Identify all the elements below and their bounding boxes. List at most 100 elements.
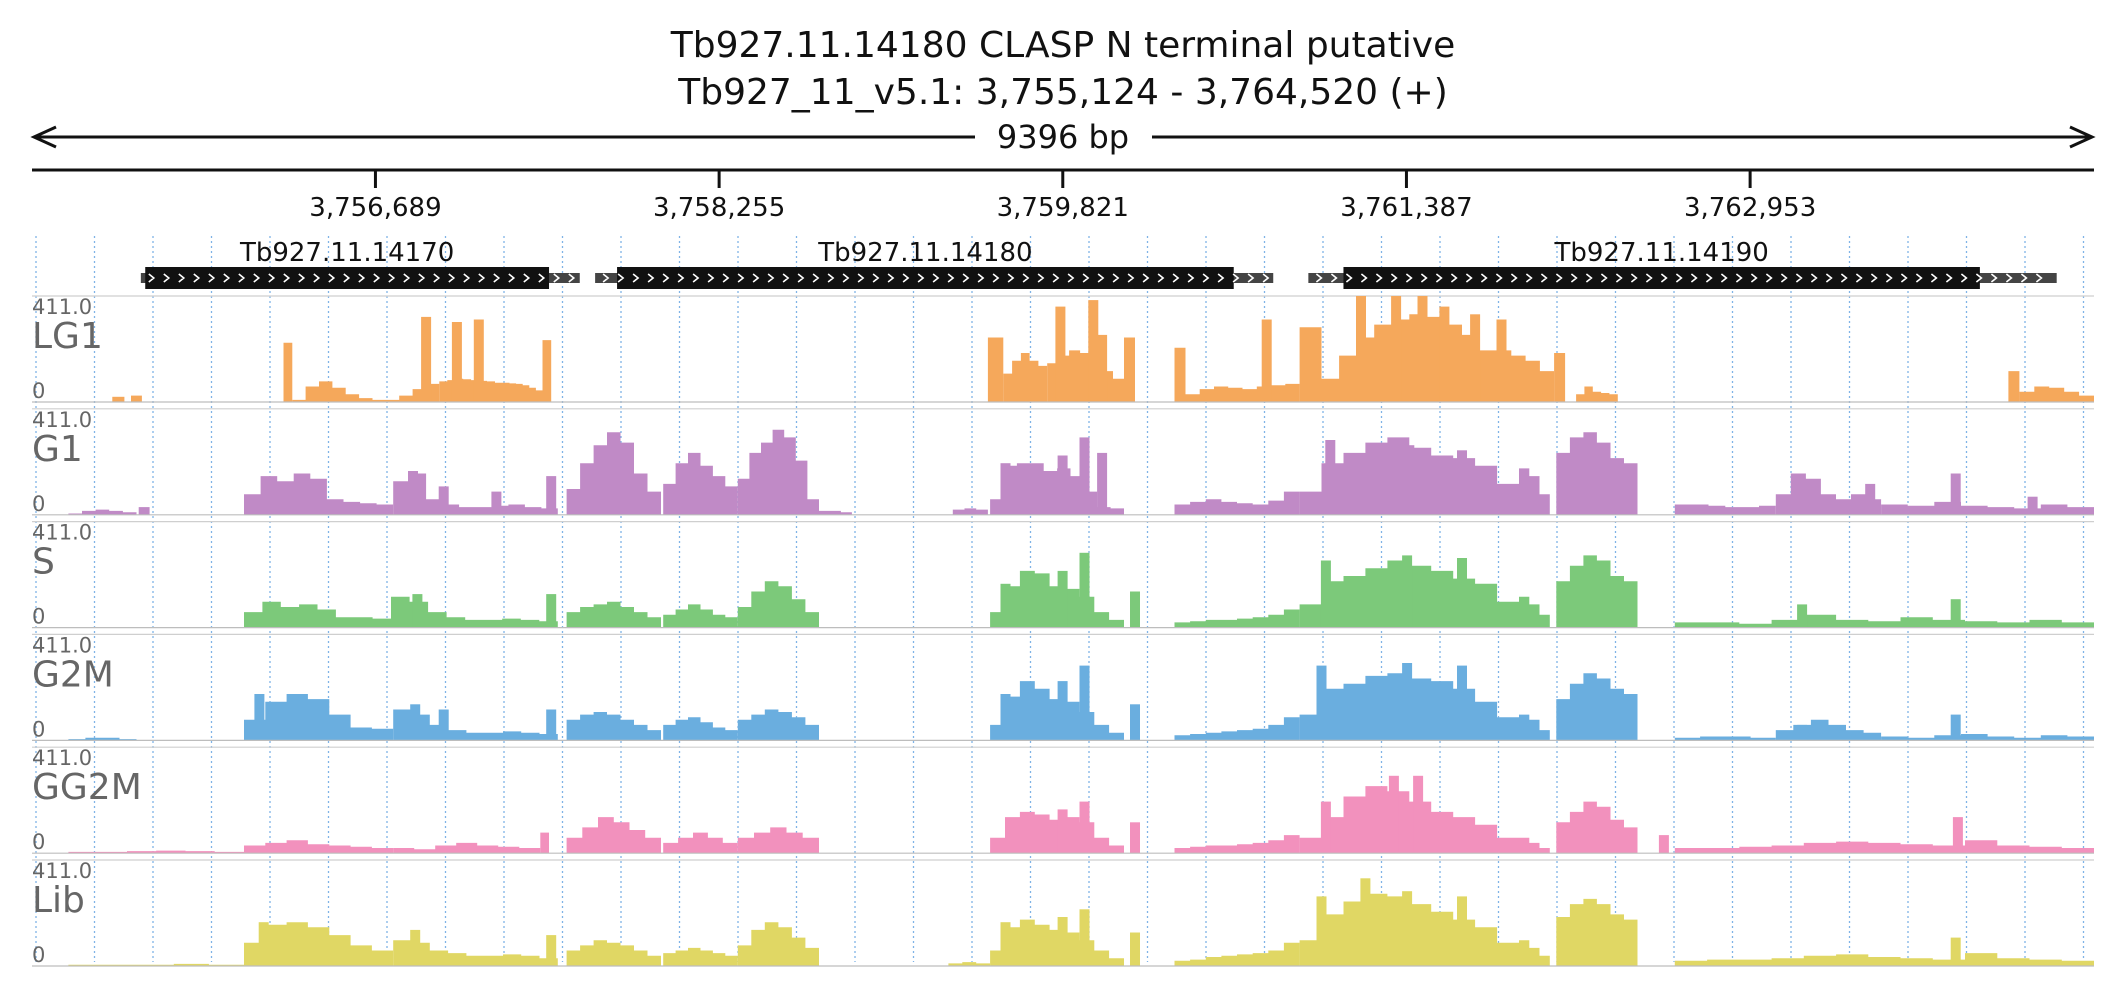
coverage-area	[393, 842, 541, 854]
coverage-area	[1174, 347, 1186, 402]
coverage-area	[393, 709, 558, 741]
strand-chevrons	[148, 273, 576, 283]
coverage-spike	[1130, 591, 1140, 628]
gene-track: Tb927.11.14170 Tb927.11.14180 Tb927.11.141…	[140, 238, 2057, 289]
coverage-spike	[1130, 704, 1140, 741]
gene-label: Tb927.11.14170	[239, 238, 454, 268]
track-name-label: LG1	[32, 316, 103, 357]
coverage-area	[1174, 835, 1300, 854]
coverage-spike	[1388, 775, 1399, 854]
coverage-spike	[1413, 775, 1424, 854]
span-label: 9396 bp	[997, 118, 1129, 156]
track-ymax-label: 411.0	[32, 633, 92, 657]
gene-label: Tb927.11.14190	[1554, 238, 1769, 268]
track-ymax-label: 411.0	[32, 408, 92, 432]
coverage-area	[68, 850, 245, 854]
gene-cds	[1343, 267, 1980, 289]
coverage-area	[1556, 801, 1638, 854]
coverage-spike	[1658, 835, 1669, 854]
track-ymax-label: 411.0	[32, 295, 92, 319]
coverage-area	[990, 919, 1124, 966]
coverage-area	[1003, 353, 1048, 402]
coverage-area	[663, 717, 738, 741]
coverage-spike	[412, 594, 423, 628]
coverage-spike	[1320, 801, 1331, 854]
coverage-area	[948, 962, 991, 966]
coverage-tracks: 411.00LG1411.00G1411.00S411.00G2M411.00G…	[32, 295, 2094, 967]
coverage-area	[2019, 386, 2094, 402]
coverage-spike	[1950, 714, 1961, 741]
coverage-area	[819, 510, 852, 515]
coverage-area	[1556, 555, 1638, 628]
coverage-spike	[1402, 891, 1413, 966]
coverage-spike	[1320, 560, 1331, 628]
coverage-spike	[1057, 570, 1068, 628]
coverage-area	[1674, 736, 1776, 741]
track-s: 411.0 0 S	[32, 521, 2094, 629]
ruler-tick-label: 3,762,953	[1684, 193, 1816, 223]
coverage-spike	[1000, 463, 1011, 515]
coverage-spike	[1316, 896, 1327, 966]
coverage-spike	[1457, 558, 1467, 628]
coverage-spike	[1950, 473, 1961, 515]
coverage-spike	[546, 594, 557, 628]
coverage-area	[737, 827, 819, 854]
coverage-spike	[1079, 437, 1090, 515]
track-ymax-label: 411.0	[32, 521, 92, 545]
coverage-area	[1519, 596, 1550, 628]
coverage-area	[987, 337, 1004, 402]
coverage-area	[1519, 940, 1550, 966]
coverage-area	[990, 570, 1124, 628]
track-g2m: 411.0 0 G2M	[32, 633, 2094, 741]
coverage-area	[1881, 501, 2094, 515]
coverage-spike	[491, 491, 502, 515]
track-ymax-label: 411.0	[32, 859, 92, 883]
coverage-spike	[1000, 694, 1011, 741]
gene-cds	[617, 267, 1234, 289]
coverage-spike	[1470, 314, 1481, 402]
track-ymin-label: 0	[32, 605, 45, 629]
coverage-area	[1185, 383, 1300, 402]
track-name-label: G1	[32, 429, 83, 470]
coverage-spike	[473, 319, 484, 402]
coverage-area	[393, 473, 558, 515]
coverage-area	[566, 601, 661, 628]
coverage-area	[990, 681, 1124, 741]
coverage-area	[1674, 614, 2094, 628]
track-name-label: Lib	[32, 880, 85, 921]
coverage-spike	[421, 316, 432, 402]
track-name-label: G2M	[32, 654, 114, 695]
gridlines	[35, 236, 2085, 962]
coverage-area	[503, 382, 543, 402]
coverage-area	[1299, 786, 1519, 854]
strand-chevrons	[1315, 273, 2043, 283]
coverage-spike	[410, 929, 421, 966]
coverage-spike	[1055, 306, 1066, 402]
coverage-spike	[1000, 922, 1011, 966]
coverage-spike	[2027, 496, 2038, 515]
coverage-area	[292, 381, 440, 402]
ruler-tick-label: 3,759,821	[997, 193, 1129, 223]
coverage-area	[737, 429, 819, 515]
chart-subtitle: Tb927_11_v5.1: 3,755,124 - 3,764,520 (+)	[677, 72, 1448, 113]
gene-label: Tb927.11.14180	[817, 238, 1032, 268]
coverage-spike	[1079, 801, 1090, 854]
coverage-area	[566, 940, 661, 966]
track-ymin-label: 0	[32, 492, 45, 516]
coverage-spike	[1950, 599, 1961, 628]
ruler-tick-label: 3,761,387	[1340, 193, 1472, 223]
coverage-area	[283, 342, 293, 402]
coverage-spike	[1079, 909, 1090, 966]
coverage-area	[663, 452, 738, 515]
coverage-area	[566, 817, 661, 854]
coverage-area	[1174, 942, 1300, 966]
track-g1: 411.0 0 G1	[32, 408, 2094, 516]
coverage-spike	[546, 476, 557, 515]
coverage-spike	[1360, 878, 1371, 966]
coverage-area	[566, 432, 661, 515]
coverage-spike	[1316, 665, 1327, 741]
coverage-area	[737, 709, 819, 741]
coverage-area	[566, 712, 661, 741]
coverage-spike	[1097, 334, 1108, 402]
